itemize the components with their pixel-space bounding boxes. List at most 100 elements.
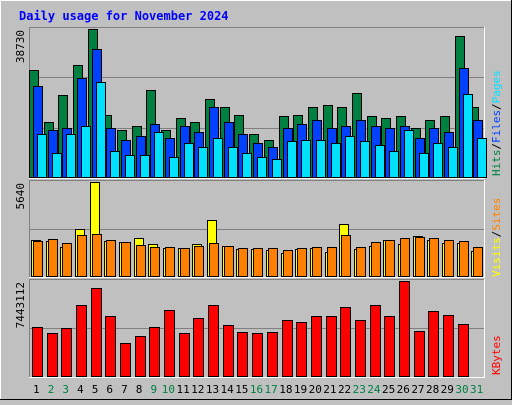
bar-pages-day-28 — [433, 143, 443, 178]
day-label-22: 22 — [338, 383, 351, 396]
day-label-15: 15 — [235, 383, 248, 396]
bar-pages-day-25 — [389, 151, 399, 178]
bar-pages-day-27 — [419, 153, 429, 178]
bar-kbytes-day-7 — [120, 343, 131, 377]
day-label-3: 3 — [62, 383, 69, 396]
bar-sites-day-19 — [297, 248, 307, 277]
day-label-4: 4 — [77, 383, 84, 396]
bar-sites-day-31 — [473, 247, 483, 277]
bar-kbytes-day-11 — [179, 333, 190, 377]
bar-sites-day-30 — [459, 241, 469, 277]
bar-kbytes-day-12 — [193, 318, 204, 377]
day-label-6: 6 — [106, 383, 113, 396]
day-label-25: 25 — [382, 383, 395, 396]
bar-sites-day-29 — [444, 240, 454, 277]
bar-kbytes-day-10 — [164, 310, 175, 377]
bar-sites-day-20 — [312, 247, 322, 277]
bar-kbytes-day-26 — [399, 281, 410, 377]
bar-pages-day-10 — [169, 157, 179, 178]
bar-kbytes-day-1 — [32, 327, 43, 377]
legend-separator: / — [490, 143, 503, 150]
bar-sites-day-21 — [327, 247, 337, 277]
bar-sites-day-27 — [415, 237, 425, 277]
bar-pages-day-6 — [110, 151, 120, 178]
bar-pages-day-22 — [345, 136, 355, 178]
day-label-8: 8 — [136, 383, 143, 396]
bar-sites-day-17 — [268, 248, 278, 277]
bar-kbytes-day-4 — [76, 305, 87, 377]
bar-kbytes-day-3 — [61, 328, 72, 377]
day-label-17: 17 — [265, 383, 278, 396]
bar-sites-day-26 — [400, 238, 410, 277]
bar-sites-day-18 — [283, 250, 293, 277]
bar-kbytes-day-15 — [237, 332, 248, 377]
bar-pages-day-18 — [287, 141, 297, 178]
legend-kbytes: KBytes — [490, 335, 503, 375]
bar-sites-day-11 — [180, 248, 190, 277]
bar-kbytes-day-22 — [340, 307, 351, 377]
bar-pages-day-31 — [477, 138, 487, 178]
bar-sites-day-3 — [62, 243, 72, 277]
bar-kbytes-day-16 — [252, 333, 263, 377]
day-label-27: 27 — [411, 383, 424, 396]
bar-kbytes-day-28 — [428, 311, 439, 377]
bar-pages-day-5 — [96, 82, 106, 178]
legend-visits: Visits — [490, 237, 503, 277]
bar-pages-day-14 — [228, 147, 238, 178]
day-label-2: 2 — [48, 383, 55, 396]
bar-pages-day-11 — [184, 143, 194, 178]
bar-pages-day-16 — [257, 157, 267, 178]
bar-sites-day-28 — [429, 238, 439, 277]
panel-1-ymax-label: 38730 — [14, 30, 27, 63]
chart-title: Daily usage for November 2024 — [19, 9, 229, 23]
bar-pages-day-7 — [125, 155, 135, 178]
day-label-24: 24 — [367, 383, 381, 396]
day-label-16: 16 — [250, 383, 263, 396]
bar-pages-day-12 — [198, 147, 208, 178]
bar-kbytes-day-21 — [326, 316, 337, 377]
day-label-14: 14 — [221, 383, 235, 396]
bar-sites-day-14 — [224, 246, 234, 277]
day-label-13: 13 — [206, 383, 219, 396]
bar-kbytes-day-8 — [135, 336, 146, 377]
bar-kbytes-day-5 — [91, 288, 102, 377]
bar-sites-day-9 — [150, 247, 160, 277]
bar-sites-day-2 — [48, 239, 58, 277]
panel-2-ymax-label: 5640 — [14, 183, 27, 210]
bar-pages-day-13 — [213, 138, 223, 178]
bar-kbytes-day-25 — [384, 316, 395, 377]
day-label-5: 5 — [92, 383, 99, 396]
day-label-23: 23 — [353, 383, 366, 396]
day-label-19: 19 — [294, 383, 307, 396]
bar-sites-day-23 — [356, 247, 366, 277]
bar-kbytes-day-29 — [443, 315, 454, 377]
day-label-9: 9 — [150, 383, 157, 396]
bar-kbytes-day-24 — [370, 305, 381, 377]
legend-sites: Sites — [490, 198, 503, 231]
bar-kbytes-day-20 — [311, 316, 322, 377]
day-label-26: 26 — [397, 383, 410, 396]
bar-kbytes-day-17 — [267, 332, 278, 377]
bar-sites-day-12 — [194, 246, 204, 277]
day-label-28: 28 — [426, 383, 439, 396]
bar-sites-day-24 — [371, 242, 381, 277]
bar-pages-day-3 — [66, 134, 76, 178]
bar-sites-day-16 — [253, 248, 263, 277]
bar-pages-day-30 — [463, 94, 473, 178]
bar-pages-day-8 — [140, 155, 150, 178]
bar-sites-day-1 — [33, 241, 43, 277]
bar-pages-day-23 — [360, 141, 370, 178]
bar-sites-day-4 — [77, 235, 87, 277]
legend-pages: Pages — [490, 70, 503, 103]
bar-kbytes-day-23 — [355, 320, 366, 377]
day-label-21: 21 — [323, 383, 336, 396]
bar-kbytes-day-18 — [282, 320, 293, 377]
bar-kbytes-day-6 — [105, 316, 116, 377]
bar-pages-day-1 — [37, 134, 47, 178]
bar-pages-day-29 — [448, 147, 458, 178]
day-label-18: 18 — [279, 383, 292, 396]
bar-sites-day-8 — [136, 245, 146, 277]
bar-kbytes-day-2 — [47, 333, 58, 377]
